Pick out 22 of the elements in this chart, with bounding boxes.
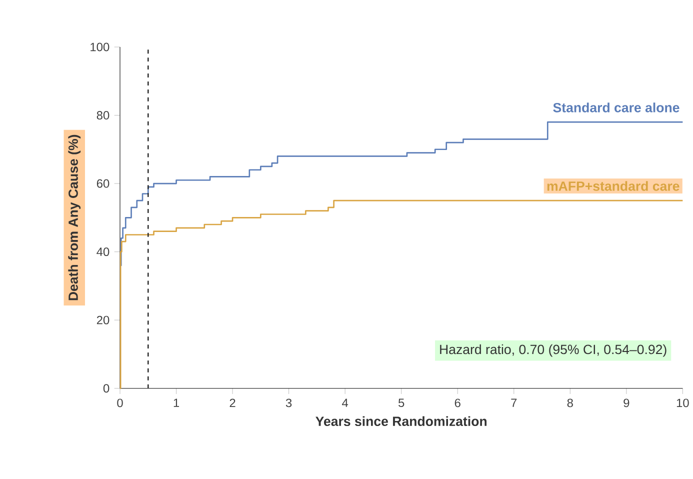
x-tick-label: 10 xyxy=(676,398,689,408)
x-tick-label: 0 xyxy=(117,398,123,408)
y-axis-title: Death from Any Cause (%) xyxy=(68,134,81,300)
x-tick-label: 7 xyxy=(511,398,517,407)
y-tick-label: 0 xyxy=(103,384,110,393)
series-label: mAFP+standard care xyxy=(547,181,680,191)
x-tick-label: 3 xyxy=(286,398,292,408)
y-tick-label: 60 xyxy=(96,179,110,188)
x-tick-label: 9 xyxy=(624,398,630,408)
x-tick-label: 8 xyxy=(567,398,573,408)
x-tick-label: 2 xyxy=(230,398,236,408)
x-axis-title: Years since Randomization xyxy=(316,416,487,426)
y-tick-label: 40 xyxy=(96,248,110,256)
y-tick-label: 20 xyxy=(96,316,110,324)
x-tick-label: 6 xyxy=(454,398,460,408)
y-tick-label: 80 xyxy=(96,111,110,120)
x-tick-label: 1 xyxy=(174,398,180,407)
x-tick-label: 5 xyxy=(398,398,404,408)
y-tick-label: 100 xyxy=(90,42,110,52)
annotation: Hazard ratio, 0.70 (95% CI, 0.54–0.92) xyxy=(440,344,666,357)
series-label: Standard care alone xyxy=(553,102,680,112)
x-tick-label: 4 xyxy=(342,398,348,407)
